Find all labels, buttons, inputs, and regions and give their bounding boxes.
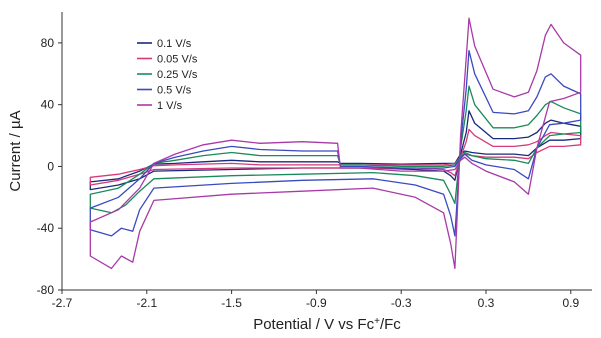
x-axis-ticks: -2.7 -2.1 -1.5 -0.9 -0.3 0.3 0.9 (52, 290, 579, 310)
legend-label: 0.25 V/s (157, 69, 198, 81)
x-axis-label: Potential / V vs Fc+/Fc (253, 316, 401, 334)
plot-area (89, 17, 582, 270)
y-tick-label: 40 (41, 98, 55, 112)
x-tick-label: -2.7 (52, 296, 73, 310)
legend: 0.1 V/s 0.05 V/s 0.25 V/s 0.5 V/s 1 V/s (137, 38, 198, 112)
y-tick-label: -40 (37, 221, 55, 235)
y-axis-ticks: -80 -40 0 40 80 (37, 36, 62, 297)
legend-label: 1 V/s (157, 100, 183, 112)
x-axis-label-tail: /Fc (380, 316, 401, 333)
legend-label: 0.1 V/s (157, 38, 192, 50)
x-tick-label: 0.3 (478, 296, 495, 310)
y-tick-label: 80 (41, 36, 55, 50)
series-line (89, 17, 582, 270)
x-tick-label: -0.9 (306, 296, 327, 310)
x-axis-label-superscript: + (374, 316, 380, 327)
x-tick-label: -2.1 (136, 296, 157, 310)
x-tick-label: 0.9 (562, 296, 579, 310)
x-tick-label: -0.3 (391, 296, 412, 310)
legend-label: 0.05 V/s (157, 54, 198, 66)
x-axis-label-main: Potential / V vs Fc (253, 316, 374, 333)
series-line (89, 85, 582, 214)
x-tick-label: -1.5 (221, 296, 242, 310)
y-tick-label: -80 (37, 283, 55, 297)
legend-label: 0.5 V/s (157, 85, 192, 97)
series-line (89, 128, 582, 186)
series-line (89, 110, 582, 191)
series-line (89, 49, 582, 237)
y-axis-label: Current / µA (7, 110, 24, 191)
y-tick-label: 0 (47, 159, 54, 173)
